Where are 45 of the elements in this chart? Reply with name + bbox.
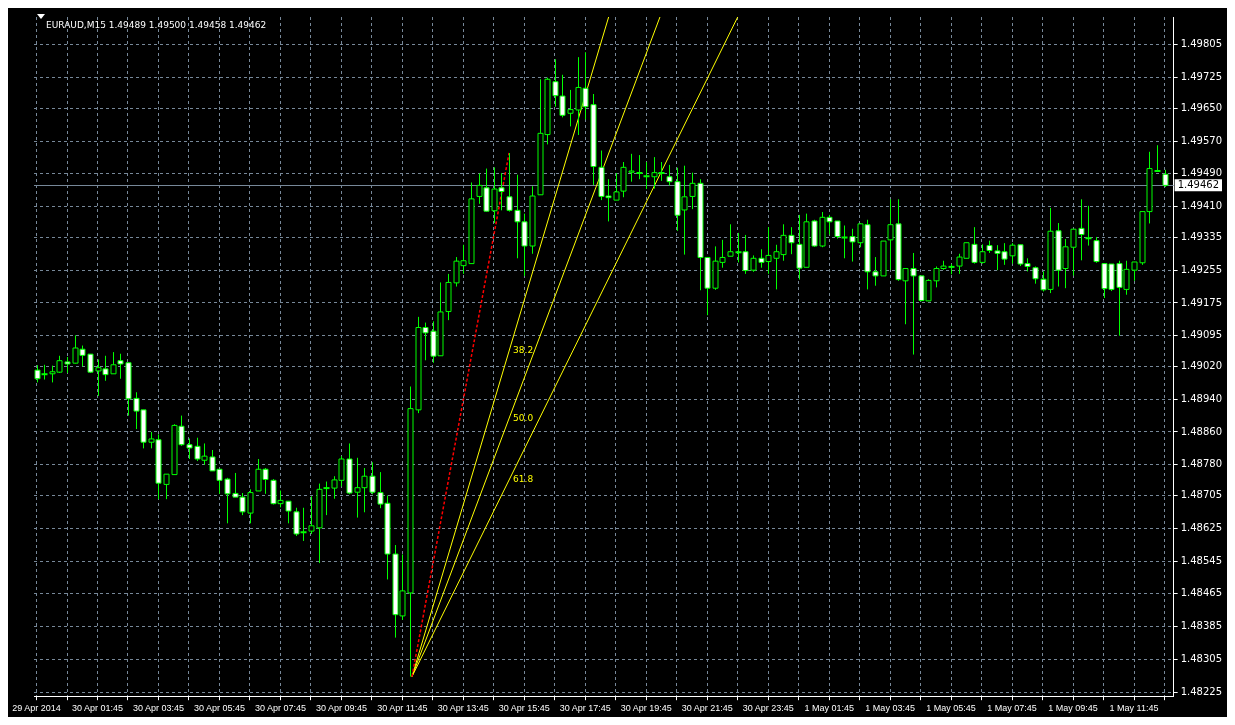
y-tick-label: 1.49410 — [1180, 200, 1223, 212]
y-tick-label: 1.48225 — [1180, 685, 1223, 697]
x-tick-label: 30 Apr 21:45 — [681, 703, 733, 714]
y-tick-label: 1.49805 — [1180, 38, 1223, 50]
x-tick-label: 30 Apr 17:45 — [559, 703, 611, 714]
y-tick-label: 1.49255 — [1180, 263, 1223, 275]
chart-title: EURAUD,M15 1.49489 1.49500 1.49458 1.49462 — [46, 20, 267, 31]
x-tick-label: 30 Apr 03:45 — [132, 703, 185, 714]
y-tick-label: 1.49650 — [1180, 101, 1223, 113]
x-tick-label: 30 Apr 09:45 — [315, 703, 367, 714]
y-tick-label: 1.49570 — [1180, 134, 1223, 146]
x-tick-label: 30 Apr 11:45 — [377, 703, 428, 714]
ref-line-label: 1.49462 — [1177, 178, 1220, 190]
y-tick-label: 1.49095 — [1180, 329, 1223, 341]
x-tick-label: 30 Apr 19:45 — [620, 703, 672, 714]
x-tick-label: 1 May 07:45 — [987, 703, 1037, 714]
series-label: 38.2 — [513, 345, 534, 356]
y-tick-label: 1.48860 — [1180, 425, 1223, 437]
x-tick-label: 1 May 03:45 — [865, 703, 915, 714]
y-tick-label: 1.49020 — [1180, 360, 1223, 372]
x-tick-label: 30 Apr 15:45 — [498, 703, 550, 714]
y-tick-label: 1.48625 — [1180, 521, 1223, 533]
y-tick-label: 1.49725 — [1180, 71, 1223, 83]
x-tick-label: 30 Apr 01:45 — [71, 703, 124, 714]
y-tick-label: 1.48705 — [1180, 489, 1223, 501]
x-tick-label: 29 Apr 2014 — [12, 703, 61, 714]
y-tick-label: 1.48940 — [1180, 392, 1223, 404]
y-tick-label: 1.48545 — [1180, 554, 1223, 566]
x-tick-label: 30 Apr 13:45 — [437, 703, 489, 714]
y-tick-label: 1.49175 — [1180, 296, 1223, 308]
y-tick-label: 1.49335 — [1180, 230, 1223, 242]
x-tick-label: 1 May 11:45 — [1109, 703, 1159, 714]
series-label: 61.8 — [513, 474, 534, 485]
x-tick-label: 30 Apr 05:45 — [193, 703, 245, 714]
x-tick-label: 30 Apr 23:45 — [742, 703, 794, 714]
series-label: 50.0 — [513, 412, 534, 423]
y-tick-label: 1.48465 — [1180, 587, 1223, 599]
x-tick-label: 30 Apr 07:45 — [254, 703, 306, 714]
y-tick-label: 1.48385 — [1180, 620, 1223, 632]
y-tick-label: 1.48780 — [1180, 458, 1223, 470]
x-tick-label: 1 May 05:45 — [926, 703, 976, 714]
y-tick-label: 1.49490 — [1180, 167, 1223, 179]
y-tick-label: 1.48305 — [1180, 652, 1223, 664]
x-tick-label: 1 May 09:45 — [1048, 703, 1098, 714]
x-tick-label: 1 May 01:45 — [804, 703, 854, 714]
